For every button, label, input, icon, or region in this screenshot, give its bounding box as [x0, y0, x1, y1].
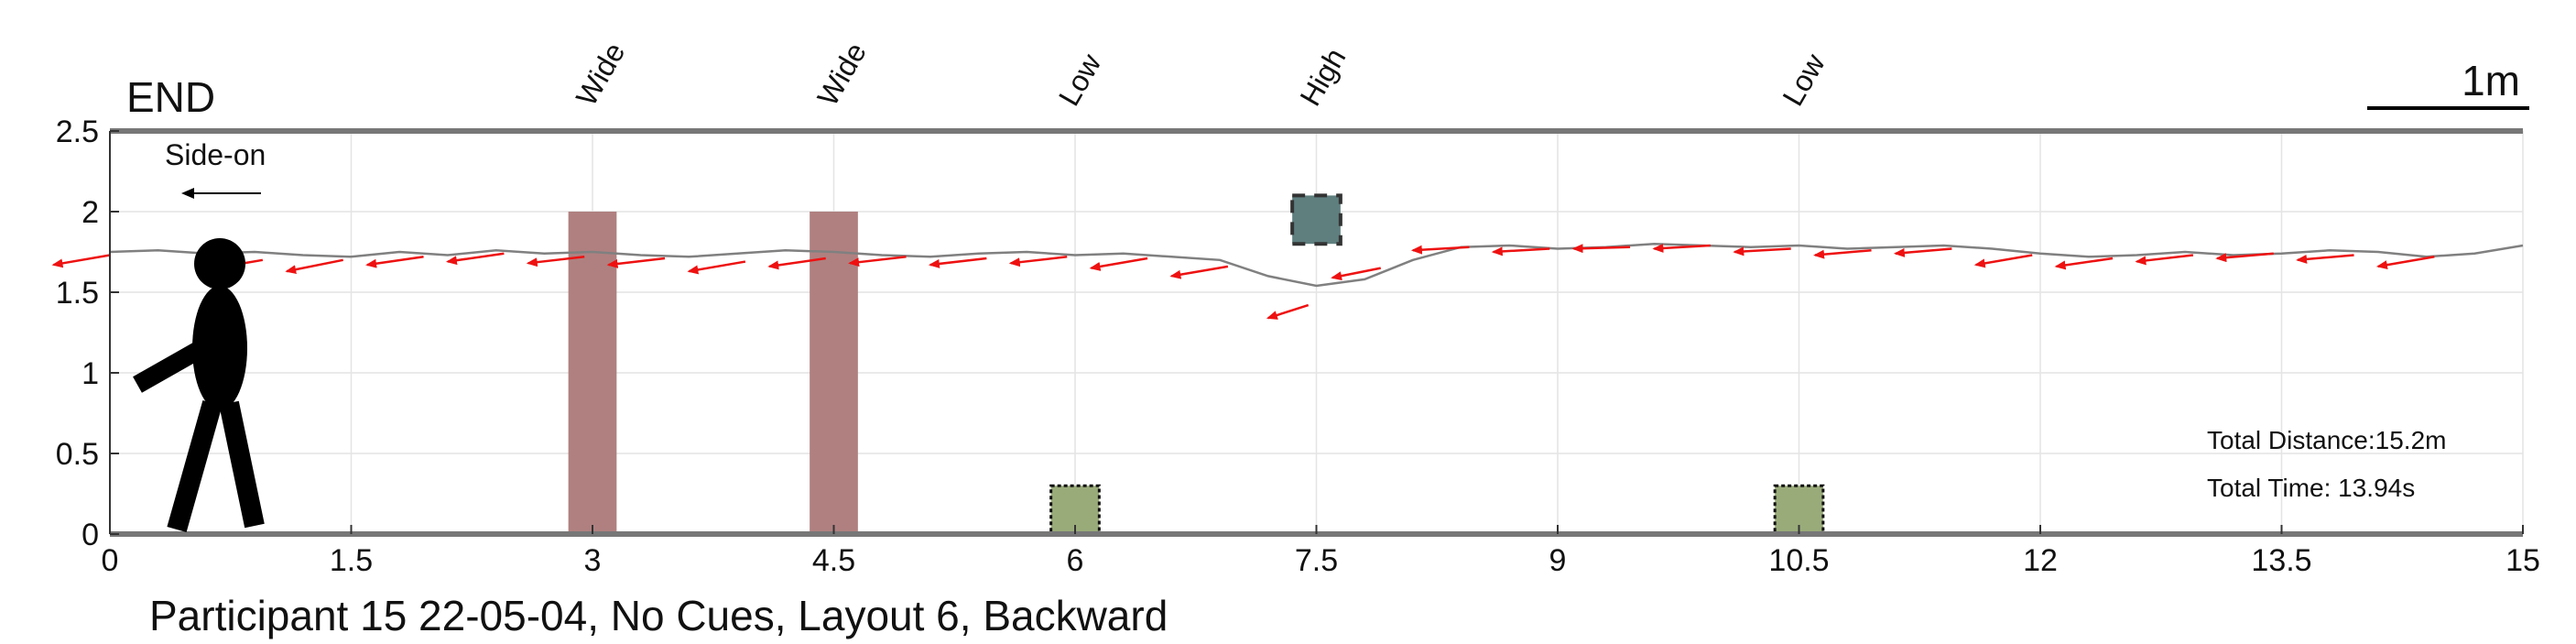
velocity-arrow [1266, 303, 1310, 320]
velocity-arrow [2054, 257, 2114, 270]
velocity-arrow [2296, 254, 2354, 264]
direction-label: Side-on [165, 138, 266, 171]
velocity-arrow [285, 258, 343, 275]
velocity-arrow [767, 257, 826, 270]
obstacle-label-1: Wide [810, 37, 873, 111]
x-tick-label: 13.5 [2251, 543, 2311, 578]
x-tick-label: 6 [1067, 543, 1084, 578]
x-tick-label: 0 [102, 543, 119, 578]
velocity-arrow [1893, 247, 1952, 257]
velocity-arrow [2215, 252, 2274, 263]
velocity-arrow [365, 256, 424, 268]
end-label: END [126, 73, 215, 121]
x-tick-label: 7.5 [1295, 543, 1338, 578]
x-tick-label: 9 [1549, 543, 1567, 578]
y-tick-label: 0.5 [56, 437, 99, 472]
x-tick-label: 15 [2505, 543, 2540, 578]
x-tick-label: 3 [584, 543, 602, 578]
velocity-arrow [687, 260, 746, 275]
scale-label: 1m [2462, 57, 2520, 104]
total-distance-label: Total Distance:15.2m [2207, 426, 2446, 454]
velocity-arrow [51, 254, 111, 268]
obstacle-high-3 [1290, 193, 1342, 246]
velocity-arrow [1008, 256, 1068, 267]
velocity-arrow [2135, 254, 2194, 266]
obstacle-label-0: Wide [570, 37, 632, 111]
path-layer [109, 242, 2524, 288]
velocity-arrow [1813, 248, 1872, 259]
x-tick-label: 10.5 [1768, 543, 1829, 578]
x-tick-label: 4.5 [812, 543, 855, 578]
velocity-arrow [1491, 246, 1550, 257]
obstacle-label-4: Low [1776, 48, 1831, 112]
y-tick-label: 1 [82, 356, 99, 391]
y-tick-label: 2 [82, 195, 99, 230]
y-tick-label: 1.5 [56, 276, 99, 311]
velocity-arrow [1973, 254, 2033, 268]
chart-title: Participant 15 22-05-04, No Cues, Layout… [149, 592, 1168, 639]
obstacle-label-2: Low [1052, 48, 1108, 112]
velocity-arrow [445, 252, 505, 266]
velocity-arrow [2375, 256, 2435, 270]
grid-layer [109, 130, 2524, 535]
velocity-arrow [1733, 246, 1791, 257]
velocity-arrow [1652, 243, 1711, 253]
velocity-arrow [928, 257, 987, 268]
x-tick-label: 12 [2023, 543, 2058, 578]
series-line-path [109, 242, 2524, 288]
y-tick-label: 2.5 [56, 115, 99, 149]
total-time-label: Total Time: 13.94s [2207, 474, 2415, 502]
y-tick-label: 0 [82, 518, 99, 552]
obstacle-label-3: High [1293, 43, 1352, 112]
walker-figure-icon [133, 238, 265, 532]
velocity-arrow [1169, 265, 1229, 279]
obstacle-wide-0 [568, 212, 617, 534]
velocity-arrow [1410, 245, 1470, 255]
velocity-arrow [1571, 244, 1631, 254]
obstacle-layer: Wide Wide Low High Low [568, 37, 1831, 536]
velocity-arrow [1089, 257, 1148, 271]
x-tick-label: 1.5 [330, 543, 373, 578]
velocity-arrow [606, 257, 666, 268]
axis-layer: 0 1.5 3 4.5 6 7.5 9 10.5 12 13.5 15 0 0.5 1 1.5 2 2.5 [56, 115, 2540, 578]
velocity-arrow [1331, 267, 1382, 281]
velocity-arrow [848, 256, 907, 267]
velocity-arrow [526, 256, 585, 267]
